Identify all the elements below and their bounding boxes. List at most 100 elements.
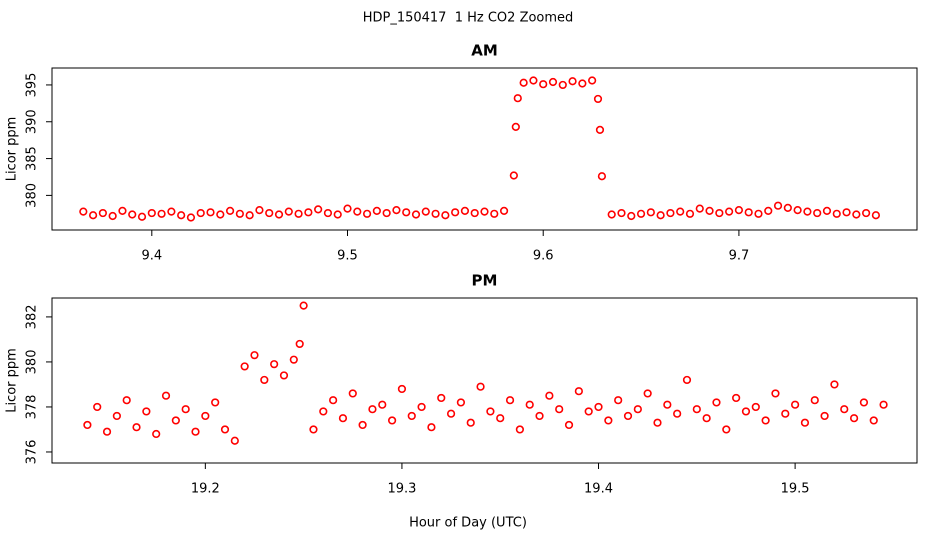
data-point: [715, 208, 724, 218]
data-point: [682, 375, 692, 385]
data-point: [685, 209, 695, 218]
data-point: [734, 206, 744, 215]
data-point: [535, 411, 544, 421]
y-axis-label: Licor ppm: [5, 117, 20, 182]
data-point: [338, 414, 348, 423]
data-point: [607, 210, 616, 219]
x-tick-label: 19.5: [781, 482, 810, 497]
data-point: [859, 398, 869, 407]
y-tick-label: 390: [25, 109, 40, 134]
data-point: [98, 208, 107, 218]
data-point: [446, 409, 456, 418]
data-point: [456, 398, 466, 407]
data-point: [417, 402, 426, 412]
x-axis-label: Hour of Day (UTC): [409, 516, 527, 531]
data-point: [830, 380, 839, 389]
data-point: [496, 414, 505, 423]
panel-title: AM: [471, 42, 498, 60]
data-point: [79, 207, 88, 216]
data-point: [388, 416, 397, 425]
data-point: [781, 409, 790, 418]
plot-frame: [51, 67, 918, 231]
data-point: [676, 207, 685, 216]
data-point: [470, 208, 479, 218]
data-point: [137, 212, 147, 221]
data-point: [666, 208, 675, 218]
data-point: [157, 209, 166, 218]
data-point: [555, 405, 564, 414]
x-tick-label: 19.2: [191, 482, 220, 497]
data-point: [167, 207, 176, 216]
data-point: [869, 416, 878, 425]
data-point: [333, 210, 342, 219]
data-point: [862, 208, 871, 218]
data-point: [220, 425, 230, 434]
data-point: [813, 208, 822, 218]
data-point: [201, 411, 210, 421]
data-point: [362, 209, 372, 218]
data-point: [309, 425, 318, 434]
data-point: [545, 391, 554, 400]
data-point: [348, 389, 357, 398]
data-point: [627, 211, 636, 221]
figure-title: HDP_150417 1 Hz CO2 Zoomed: [363, 11, 574, 26]
data-point: [636, 209, 646, 218]
data-point: [499, 206, 509, 215]
data-point: [451, 208, 460, 217]
data-point: [529, 76, 538, 85]
data-point: [245, 211, 254, 220]
data-point: [240, 362, 249, 371]
data-point: [112, 411, 121, 421]
data-point: [732, 393, 741, 403]
data-point: [646, 208, 655, 217]
plot-frame: [51, 297, 918, 464]
data-point: [509, 171, 518, 180]
data-point: [171, 416, 180, 425]
data-point: [663, 400, 672, 409]
data-point: [279, 371, 289, 380]
data-point: [712, 398, 721, 407]
data-point: [186, 213, 196, 222]
data-point: [152, 429, 161, 439]
data-point: [871, 211, 881, 220]
data-point: [754, 209, 763, 218]
data-point: [692, 405, 701, 414]
data-point: [147, 208, 156, 218]
data-point: [177, 211, 186, 220]
x-tick-label: 19.3: [387, 482, 416, 497]
data-point: [548, 77, 558, 87]
data-point: [378, 400, 387, 409]
data-point: [842, 208, 851, 217]
data-point: [161, 391, 171, 400]
data-point: [191, 427, 200, 436]
data-point: [593, 94, 603, 104]
data-point: [181, 405, 190, 414]
x-tick-label: 9.5: [337, 249, 358, 264]
data-point: [852, 210, 861, 219]
data-point: [407, 411, 416, 421]
data-point: [265, 208, 274, 218]
data-point: [230, 436, 239, 445]
data-point: [196, 208, 205, 218]
data-point: [368, 405, 377, 414]
data-point: [480, 207, 489, 216]
data-point: [235, 209, 244, 218]
data-point: [397, 384, 407, 394]
data-point: [83, 420, 92, 430]
y-tick-label: 376: [25, 440, 40, 465]
data-point: [879, 400, 888, 409]
data-point: [515, 425, 524, 434]
data-point: [421, 207, 430, 216]
data-point: [653, 418, 662, 427]
data-point: [564, 420, 574, 430]
data-point: [751, 402, 760, 412]
data-point: [411, 210, 421, 219]
y-tick-label: 395: [25, 73, 40, 98]
data-point: [623, 411, 633, 421]
data-point: [584, 407, 593, 416]
data-point: [594, 402, 603, 412]
y-tick-label: 380: [25, 183, 40, 208]
data-point: [725, 207, 734, 216]
data-point: [643, 389, 652, 398]
